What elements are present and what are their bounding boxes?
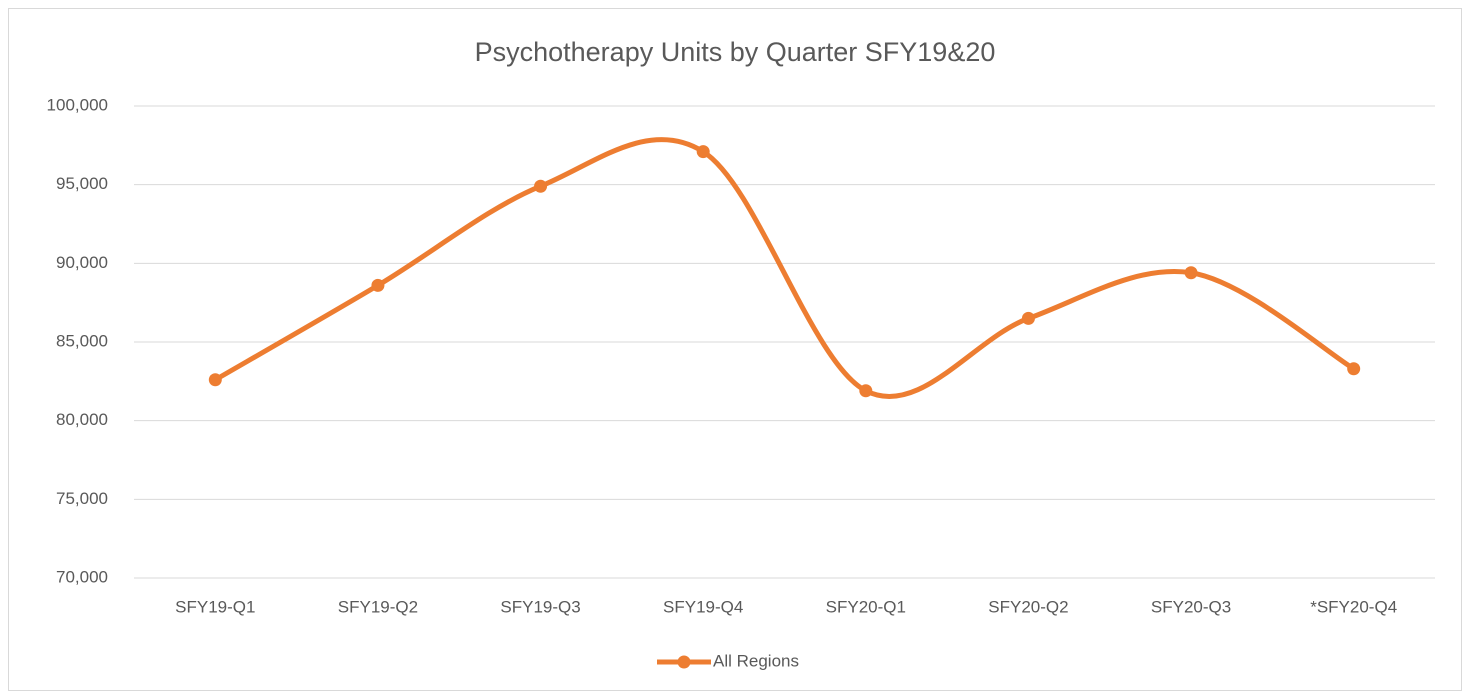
x-tick-label: *SFY20-Q4 — [1310, 597, 1397, 616]
y-tick-label: 85,000 — [56, 331, 108, 350]
data-point — [1021, 311, 1035, 325]
data-point — [859, 384, 873, 398]
series-line — [212, 137, 1357, 400]
data-point — [208, 373, 222, 387]
x-tick-label: SFY20-Q3 — [1151, 597, 1231, 616]
y-tick-label: 95,000 — [56, 174, 108, 193]
y-tick-label: 90,000 — [56, 253, 108, 272]
data-point — [696, 145, 710, 159]
y-tick-label: 80,000 — [56, 410, 108, 429]
x-tick-label: SFY19-Q2 — [338, 597, 418, 616]
legend-label: All Regions — [713, 651, 799, 670]
data-point — [371, 278, 385, 292]
data-point — [534, 179, 548, 193]
chart-border — [8, 8, 1462, 691]
y-tick-label: 70,000 — [56, 567, 108, 586]
x-tick-label: SFY20-Q2 — [988, 597, 1068, 616]
data-point — [1347, 362, 1361, 376]
legend-marker — [677, 655, 691, 669]
data-point — [1184, 266, 1198, 280]
x-tick-label: SFY19-Q3 — [500, 597, 580, 616]
y-tick-label: 100,000 — [47, 95, 108, 114]
x-tick-label: SFY19-Q1 — [175, 597, 255, 616]
chart-title: Psychotherapy Units by Quarter SFY19&20 — [475, 37, 996, 67]
x-tick-label: SFY19-Q4 — [663, 597, 743, 616]
x-tick-label: SFY20-Q1 — [826, 597, 906, 616]
y-tick-label: 75,000 — [56, 489, 108, 508]
